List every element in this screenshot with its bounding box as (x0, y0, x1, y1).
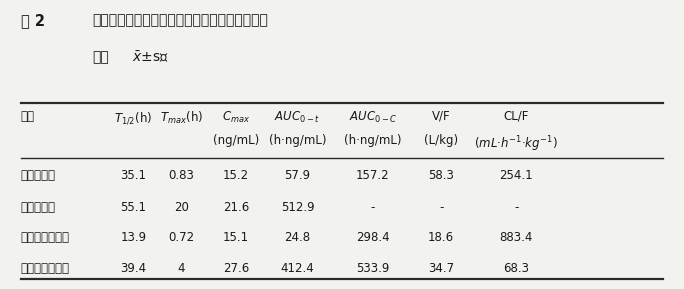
Text: $AUC_{0-C}$: $AUC_{0-C}$ (349, 110, 397, 125)
Text: 15.1: 15.1 (223, 231, 249, 244)
Text: 0.83: 0.83 (168, 169, 194, 182)
Text: $C_{max}$: $C_{max}$ (222, 110, 250, 125)
Text: 数（: 数（ (92, 51, 109, 64)
Text: 68.3: 68.3 (503, 262, 529, 275)
Text: (L/kg): (L/kg) (424, 134, 458, 147)
Text: 34.7: 34.7 (428, 262, 454, 275)
Text: 表 2: 表 2 (21, 13, 44, 28)
Text: 腹腔注射（肺）: 腹腔注射（肺） (21, 262, 70, 275)
Text: V/F: V/F (432, 110, 451, 123)
Text: 39.4: 39.4 (120, 262, 146, 275)
Text: (h·ng/mL): (h·ng/mL) (344, 134, 402, 147)
Text: -: - (439, 201, 443, 214)
Text: 298.4: 298.4 (356, 231, 390, 244)
Text: 412.4: 412.4 (280, 262, 315, 275)
Text: 0.72: 0.72 (168, 231, 194, 244)
Text: 254.1: 254.1 (499, 169, 534, 182)
Text: 35.1: 35.1 (120, 169, 146, 182)
Text: 883.4: 883.4 (500, 231, 533, 244)
Text: -: - (371, 201, 375, 214)
Text: 533.9: 533.9 (356, 262, 389, 275)
Text: 15.2: 15.2 (223, 169, 249, 182)
Text: -: - (514, 201, 518, 214)
Text: 13.9: 13.9 (120, 231, 146, 244)
Text: 58.3: 58.3 (428, 169, 454, 182)
Text: 不同注射方式及不同染毒组大鼠的药代动力学参: 不同注射方式及不同染毒组大鼠的药代动力学参 (92, 13, 268, 27)
Text: $(mL·h^{-1}·kg^{-1})$: $(mL·h^{-1}·kg^{-1})$ (475, 134, 558, 154)
Text: 21.6: 21.6 (223, 201, 249, 214)
Text: 参数: 参数 (21, 110, 34, 123)
Text: $\bar{x}$±s）: $\bar{x}$±s） (132, 50, 169, 65)
Text: 55.1: 55.1 (120, 201, 146, 214)
Text: CL/F: CL/F (503, 110, 529, 123)
Text: 腹腔注射（血）: 腹腔注射（血） (21, 231, 70, 244)
Text: $AUC_{0-t}$: $AUC_{0-t}$ (274, 110, 321, 125)
Text: 57.9: 57.9 (285, 169, 311, 182)
Text: $T_{max}$(h): $T_{max}$(h) (160, 110, 202, 126)
Text: 18.6: 18.6 (428, 231, 454, 244)
Text: 灌胃（血）: 灌胃（血） (21, 169, 55, 182)
Text: 24.8: 24.8 (285, 231, 311, 244)
Text: 4: 4 (178, 262, 185, 275)
Text: 20: 20 (174, 201, 189, 214)
Text: 27.6: 27.6 (223, 262, 249, 275)
Text: 157.2: 157.2 (356, 169, 390, 182)
Text: 灌胃（肺）: 灌胃（肺） (21, 201, 55, 214)
Text: (h·ng/mL): (h·ng/mL) (269, 134, 326, 147)
Text: (ng/mL): (ng/mL) (213, 134, 259, 147)
Text: 512.9: 512.9 (280, 201, 315, 214)
Text: $T_{1/2}$(h): $T_{1/2}$(h) (114, 110, 153, 125)
